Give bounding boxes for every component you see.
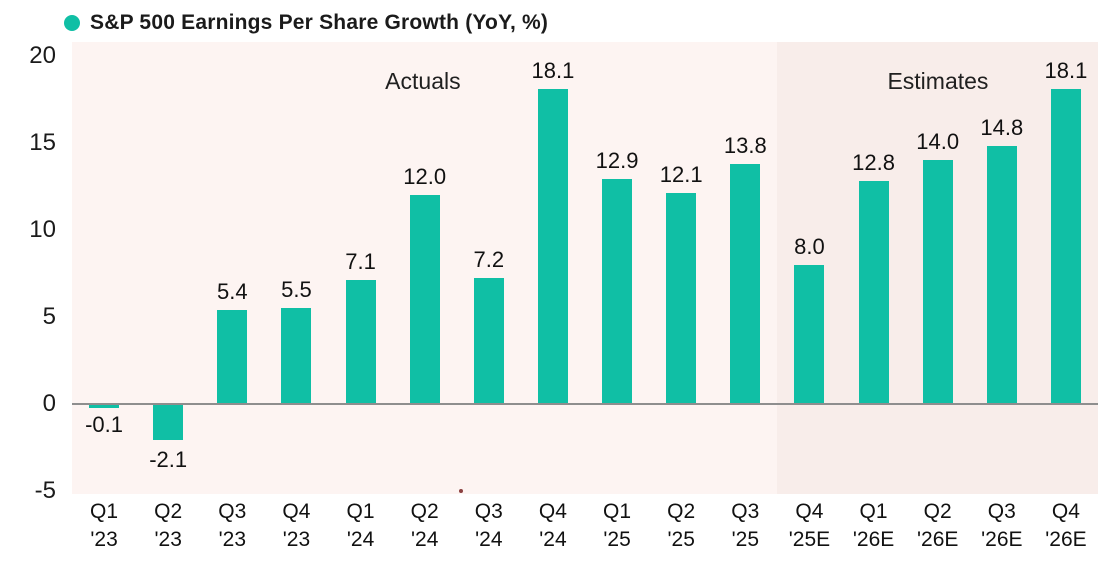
stray-mark-dot: [459, 489, 463, 493]
x-label-year: '23: [218, 528, 246, 551]
x-label-year: '26E: [1045, 528, 1087, 551]
bar-value-label: 8.0: [794, 233, 825, 259]
x-label-quarter: Q2: [667, 500, 696, 523]
y-axis-tick-label: 15: [29, 128, 56, 156]
bar-Q125: [602, 179, 633, 404]
bar-Q123: [89, 403, 120, 408]
x-label-quarter: Q3: [218, 500, 247, 523]
x-axis-tick-label: Q2'23: [126, 498, 210, 554]
x-axis-tick-label: Q3 '26E: [960, 498, 1044, 554]
x-label-year: '26E: [917, 528, 959, 551]
x-label-quarter: Q2: [154, 500, 183, 523]
x-label-year: '23: [154, 528, 182, 551]
bar-value-label: -0.1: [85, 412, 124, 438]
x-axis-tick-label: Q4'23: [254, 498, 338, 554]
bar-value-label: 18.1: [1044, 57, 1088, 83]
bar-Q426E: [1050, 88, 1081, 404]
x-axis-tick-label: Q1 '26E: [832, 498, 916, 554]
y-axis-tick-label: 20: [29, 41, 56, 69]
x-axis-tick-label: Q4 '25E: [767, 498, 851, 554]
bar-Q423: [281, 307, 312, 404]
x-label-year: '23: [90, 528, 118, 551]
x-axis-tick-label: Q1'23: [62, 498, 146, 554]
x-axis-tick-label: Q3'25: [703, 498, 787, 554]
legend-series-label: S&P 500 Earnings Per Share Growth (YoY, …: [90, 11, 549, 34]
x-axis-tick-label: Q3'23: [190, 498, 274, 554]
bar-value-label: 12.1: [659, 162, 703, 188]
bar-value-label: 7.2: [473, 247, 505, 273]
x-label-year: '23: [282, 528, 311, 551]
x-label-year: '25E: [788, 528, 831, 551]
bar-Q225: [666, 193, 697, 404]
chart-legend: S&P 500 Earnings Per Share Growth (YoY, …: [64, 11, 548, 35]
x-label-year: '24: [539, 528, 567, 551]
bar-Q325: [730, 163, 761, 404]
x-axis-tick-label: Q4 '26E: [1024, 498, 1102, 554]
bar-value-label: 12.0: [403, 163, 447, 189]
x-label-quarter: Q4: [538, 500, 567, 523]
zero-baseline: [72, 402, 1098, 405]
x-label-quarter: Q3: [474, 500, 503, 523]
x-label-quarter: Q1: [603, 500, 632, 523]
legend-series-dot-icon: [64, 15, 80, 31]
x-axis-tick-label: Q1'25: [575, 498, 659, 554]
x-label-year: '25: [667, 528, 695, 551]
bar-value-label: 5.4: [217, 278, 248, 304]
x-label-quarter: Q3: [731, 500, 760, 523]
x-label-year: '24: [475, 528, 503, 551]
x-label-quarter: Q2: [923, 500, 952, 523]
bar-Q326E: [986, 146, 1017, 404]
x-label-quarter: Q1: [90, 500, 119, 523]
y-axis-tick-label: 5: [42, 302, 56, 330]
bar-Q124: [345, 280, 376, 404]
x-axis-tick-label: Q2'24: [383, 498, 467, 554]
annotation-actuals: Actuals: [385, 68, 461, 94]
x-axis-tick-label: Q2'25: [639, 498, 723, 554]
bar-Q224: [409, 194, 440, 404]
x-label-quarter: Q1: [859, 500, 888, 523]
bar-value-label: 13.8: [723, 132, 767, 158]
plot-area: -0.1 -2.1 5.4 5.5 7.1 12.0 7.2 18.1 12.9 12.1 13.8…: [72, 42, 1098, 494]
x-label-year: '25: [731, 528, 759, 551]
x-label-quarter: Q1: [346, 500, 375, 523]
bar-Q425E: [794, 264, 825, 404]
x-label-year: '26E: [852, 528, 895, 551]
bar-value-label: 18.1: [531, 57, 575, 83]
bar-value-label: 12.9: [595, 148, 639, 174]
y-axis-tick-label: -5: [34, 476, 56, 504]
x-axis-tick-label: Q3'24: [447, 498, 531, 554]
bar-Q323: [217, 309, 248, 404]
x-label-year: '26E: [981, 528, 1023, 551]
x-label-quarter: Q4: [795, 500, 824, 523]
bar-value-label: 14.8: [980, 115, 1024, 141]
x-label-quarter: Q4: [1051, 500, 1080, 523]
bar-value-label: 12.8: [852, 150, 895, 176]
bar-value-label: 5.5: [281, 276, 312, 302]
x-axis-tick-label: Q4'24: [511, 498, 595, 554]
x-label-quarter: Q3: [987, 500, 1016, 523]
bar-Q223: [153, 403, 184, 441]
x-label-year: '24: [411, 528, 439, 551]
x-label-quarter: Q2: [410, 500, 439, 523]
bar-value-label: 7.1: [345, 249, 376, 275]
bar-value-label: -2.1: [149, 447, 188, 473]
bar-Q226E: [922, 160, 953, 404]
x-axis-tick-label: Q1'24: [319, 498, 403, 554]
x-label-quarter: Q4: [282, 500, 311, 523]
bar-Q324: [473, 278, 504, 404]
x-label-year: '25: [603, 528, 631, 551]
x-axis-tick-label: Q2 '26E: [896, 498, 980, 554]
bar-Q126E: [858, 181, 889, 404]
bar-value-label: 14.0: [916, 129, 960, 155]
annotation-estimates: Estimates: [887, 68, 989, 94]
y-axis-tick-label: 0: [42, 389, 56, 417]
x-label-year: '24: [346, 528, 375, 551]
bar-Q424: [537, 88, 568, 404]
y-axis-tick-label: 10: [29, 215, 56, 243]
